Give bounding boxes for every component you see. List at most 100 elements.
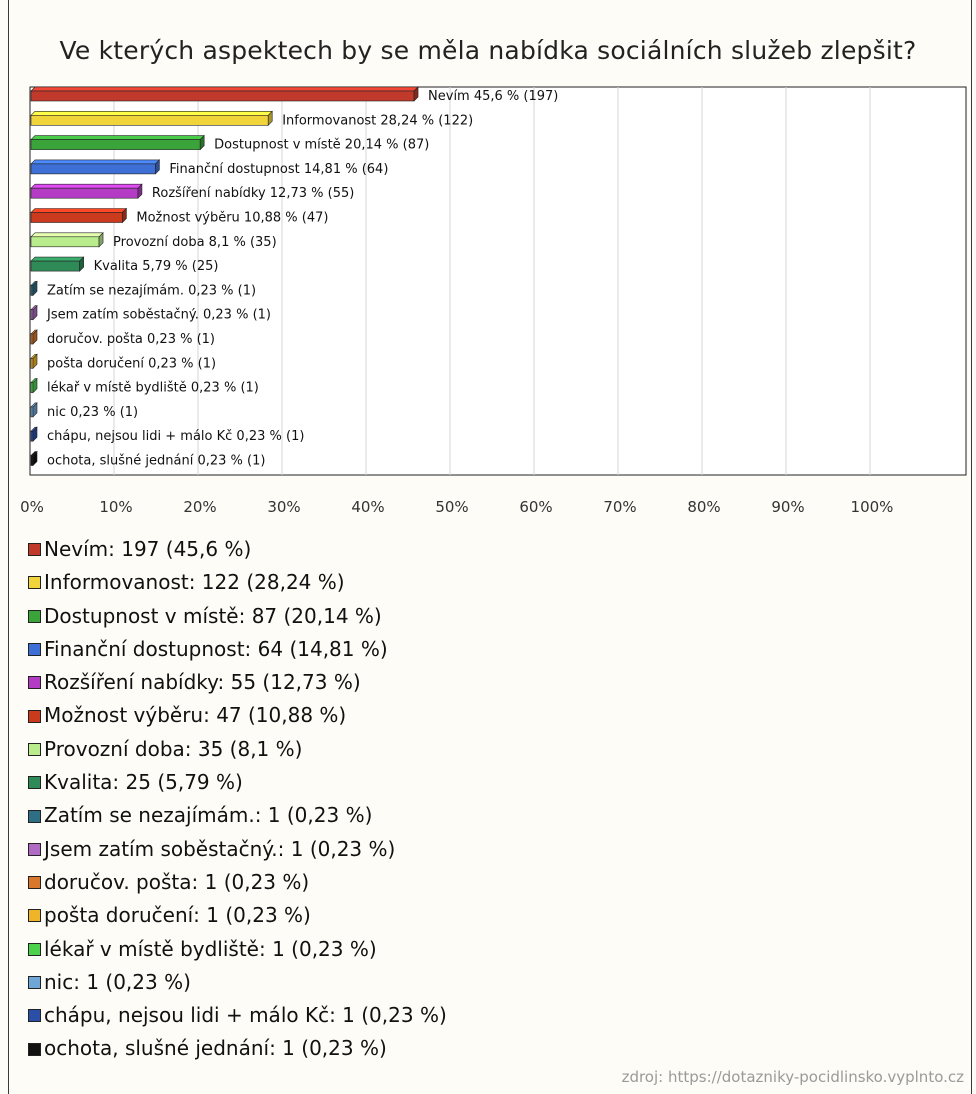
legend-item: Nevím: 197 (45,6 %): [28, 533, 447, 566]
legend-item: ochota, slušné jednání: 1 (0,23 %): [28, 1032, 447, 1065]
bar: [30, 402, 38, 418]
bar-data-label: Informovanost 28,24 % (122): [282, 113, 473, 128]
x-tick-label: 80%: [687, 498, 720, 516]
bar: [30, 280, 38, 297]
bar-side: [79, 256, 84, 272]
bar: [30, 86, 419, 102]
legend-swatch: [28, 643, 41, 657]
legend-swatch: [28, 909, 41, 923]
legend-swatch: [28, 709, 41, 723]
x-tick-label: 90%: [771, 498, 804, 516]
legend-item: Jsem zatím soběstačný.: 1 (0,23 %): [28, 833, 447, 866]
x-tick-label: 100%: [851, 498, 894, 516]
bar-data-label: ochota, slušné jednání 0,23 % (1): [47, 454, 265, 469]
legend-label: Kvalita: 25 (5,79 %): [44, 770, 243, 795]
bar: [30, 353, 38, 370]
legend-label: Provozní doba: 35 (8,1 %): [44, 736, 303, 761]
bar-top: [30, 111, 273, 116]
legend-swatch: [28, 809, 41, 823]
legend-swatch: [28, 942, 41, 956]
bar: [30, 426, 38, 442]
bar-front: [30, 187, 139, 199]
legend-label: Jsem zatím soběstačný.: 1 (0,23 %): [44, 836, 396, 861]
bar-front: [30, 236, 100, 248]
bar-front: [30, 90, 415, 102]
bar-data-label: Nevím 45,6 % (197): [428, 89, 558, 104]
legend-label: lékař v místě bydliště: 1 (0,23 %): [44, 936, 377, 961]
legend-item: nic: 1 (0,23 %): [28, 966, 447, 999]
bar: [30, 134, 205, 151]
legend-label: Nevím: 197 (45,6 %): [44, 537, 252, 561]
legend-swatch: [28, 742, 41, 756]
legend-swatch: [28, 543, 41, 557]
legend-label: pošta doručení: 1 (0,23 %): [44, 903, 311, 928]
bar: [30, 110, 273, 127]
bar-front: [30, 115, 269, 126]
bar-side: [32, 280, 38, 297]
bar-front: [30, 139, 201, 150]
legend-swatch: [28, 1042, 41, 1056]
bar-side: [32, 450, 38, 467]
x-tick-label: 30%: [267, 498, 300, 516]
bar-data-label: Kvalita 5,79 % (25): [94, 259, 219, 274]
legend-label: Zatím se nezajímám.: 1 (0,23 %): [44, 803, 373, 828]
plot-area: 0% 10% 20% 30% 40% 50% 60% 70% 80% 90% 100% Nevím 4…: [20, 86, 967, 516]
bar-side: [267, 110, 273, 127]
legend-label: Informovanost: 122 (28,24 %): [44, 570, 345, 595]
x-tick-label: 50%: [435, 498, 468, 516]
bar-front: [30, 163, 156, 175]
legend-item: Zatím se nezajímám.: 1 (0,23 %): [28, 799, 447, 832]
bar-data-label: nic 0,23 % (1): [47, 405, 138, 420]
bar: [30, 256, 85, 272]
legend-item: Finanční dostupnost: 64 (14,81 %): [28, 633, 447, 666]
bar-side: [122, 207, 127, 224]
bar-front: [30, 260, 80, 272]
legend-swatch: [28, 976, 41, 989]
bar-top: [30, 183, 143, 189]
bar-side: [98, 232, 104, 248]
legend-label: nic: 1 (0,23 %): [44, 969, 191, 994]
bar-top: [30, 208, 128, 213]
legend-item: Dostupnost v místě: 87 (20,14 %): [28, 600, 447, 633]
bar-data-label: Dostupnost v místě 20,14 % (87): [214, 138, 429, 153]
bar: [30, 450, 38, 467]
bar-data-label: doručov. pošta 0,23 % (1): [47, 332, 215, 347]
source-note: zdroj: https://dotazniky-pocidlinsko.vyp…: [621, 1068, 964, 1086]
x-tick-label: 10%: [99, 498, 132, 516]
bar-side: [32, 426, 38, 442]
bar-side: [32, 304, 38, 321]
x-tick-label: 70%: [603, 498, 636, 516]
legend-label: Rozšíření nabídky: 55 (12,73 %): [44, 670, 361, 695]
bar: [30, 183, 143, 199]
bar-side: [32, 353, 38, 370]
bar: [30, 329, 38, 345]
bar-data-label: lékař v místě bydliště 0,23 % (1): [47, 381, 259, 396]
bar-data-label: pošta doručení 0,23 % (1): [47, 356, 216, 371]
x-tick-label: 0%: [20, 498, 44, 516]
legend-item: pošta doručení: 1 (0,23 %): [28, 899, 447, 932]
bar-top: [30, 135, 205, 140]
bar-data-label: Zatím se nezajímám. 0,23 % (1): [47, 283, 256, 298]
bar-side: [155, 159, 160, 175]
legend-item: Možnost výběru: 47 (10,88 %): [28, 699, 447, 732]
legend-item: chápu, nejsou lidi + málo Kč: 1 (0,23 %): [28, 999, 447, 1032]
bar-top: [30, 86, 419, 92]
bar: [30, 304, 38, 321]
legend-item: lékař v místě bydliště: 1 (0,23 %): [28, 933, 447, 966]
bar-side: [32, 402, 38, 418]
legend-swatch: [28, 842, 41, 856]
legend-item: Informovanost: 122 (28,24 %): [28, 566, 447, 599]
bar-data-label: Jsem zatím soběstačný. 0,23 % (1): [46, 308, 271, 323]
bar: [30, 159, 161, 175]
bar-top: [30, 232, 104, 238]
bar: [30, 207, 128, 224]
chart-title: Ve kterých aspektech by se měla nabídka …: [59, 36, 917, 65]
bar-side: [32, 329, 38, 345]
legend-item: Kvalita: 25 (5,79 %): [28, 766, 447, 799]
legend-swatch: [28, 609, 41, 623]
legend-swatch: [28, 776, 41, 790]
x-tick-label: 40%: [351, 498, 384, 516]
bar-data-label: Provozní doba 8,1 % (35): [113, 235, 277, 250]
legend-label: chápu, nejsou lidi + málo Kč: 1 (0,23 %): [44, 1003, 447, 1028]
bar-data-label: Možnost výběru 10,88 % (47): [136, 211, 328, 226]
